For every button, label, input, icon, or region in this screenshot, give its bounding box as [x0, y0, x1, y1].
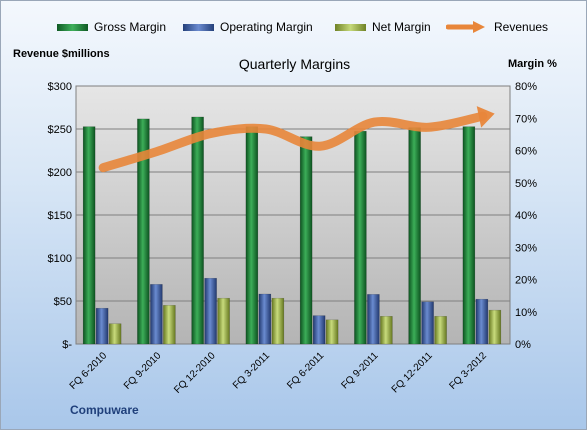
right-tick-label: 80% [515, 81, 537, 93]
revenues-line [98, 111, 488, 173]
operating-margin-bar [204, 277, 217, 345]
net-margin-bar [488, 309, 502, 345]
x-tick-label: FQ 9-2010 [122, 350, 164, 392]
gross-margin-bar [299, 136, 313, 345]
net-margin-bar [434, 316, 447, 345]
left-tick-label: $- [62, 339, 72, 351]
x-tick-label: FQ 6-2010 [68, 350, 110, 392]
x-tick-label: FQ 3-2012 [447, 350, 489, 392]
operating-margin-bar [475, 298, 489, 345]
left-tick-label: $250 [48, 124, 72, 136]
right-tick-label: 70% [515, 113, 537, 125]
right-tick-label: 60% [515, 146, 537, 158]
operating-margin-bar [258, 293, 272, 345]
net-margin-bar [108, 323, 122, 345]
gross-margin-bar [408, 127, 421, 345]
left-tick-label: $300 [48, 81, 72, 93]
left-tick-label: $100 [48, 253, 72, 265]
net-margin-swatch [335, 23, 366, 31]
legend-revenues: Revenues [446, 17, 548, 37]
operating-margin-bar [367, 294, 380, 345]
x-tick-label: FQ 9-2011 [339, 350, 380, 391]
net-margin-bar [271, 297, 285, 345]
operating-margin-bar [95, 307, 109, 345]
gross-margin-bar [137, 118, 150, 345]
right-axis-title: Margin % [508, 58, 557, 70]
left-tick-label: $50 [54, 296, 72, 308]
operating-margin-bar [421, 301, 434, 345]
revenues-arrow-head [476, 106, 495, 128]
x-tick-label: FQ 12-2011 [390, 350, 435, 395]
right-tick-label: 20% [515, 275, 537, 287]
right-tick-label: 30% [515, 242, 537, 254]
gross-margin-bar [354, 130, 367, 345]
net-margin-bar [380, 316, 393, 345]
revenues-arrow-icon [446, 21, 485, 33]
right-tick-label: 50% [515, 178, 537, 190]
x-tick-label: FQ 12-2010 [172, 350, 218, 396]
net-margin-bar [163, 305, 176, 345]
legend-net-margin-label: Net Margin [372, 20, 431, 34]
gross-margin-bar [245, 126, 259, 345]
gross-margin-bar [462, 126, 476, 345]
legend-gross-margin: Gross Margin [57, 17, 166, 37]
x-tick-label: FQ 6-2011 [285, 350, 326, 391]
chart-title: Quarterly Margins [238, 56, 351, 72]
left-tick-label: $200 [48, 167, 72, 179]
legend: Gross Margin Operating Margin Net Margin… [1, 17, 586, 37]
legend-net-margin: Net Margin [335, 17, 431, 37]
gross-margin-bar [191, 116, 204, 345]
right-tick-label: 0% [515, 339, 531, 351]
right-tick-label: 40% [515, 210, 537, 222]
gross-margin-bar [82, 126, 96, 345]
x-tick-label: FQ 3-2011 [231, 350, 272, 391]
left-tick-label: $150 [48, 210, 72, 222]
legend-gross-margin-label: Gross Margin [94, 20, 167, 34]
gross-margin-swatch [57, 23, 88, 31]
net-margin-bar [217, 297, 230, 345]
legend-operating-margin-label: Operating Margin [220, 20, 313, 34]
company-name: Compuware [70, 403, 139, 417]
operating-margin-bar [312, 315, 326, 345]
operating-margin-swatch [183, 23, 214, 31]
net-margin-bar [325, 319, 339, 345]
legend-operating-margin: Operating Margin [183, 17, 313, 37]
legend-revenues-label: Revenues [494, 20, 549, 34]
right-tick-label: 10% [515, 307, 537, 319]
left-axis-title: Revenue $millions [13, 48, 110, 60]
operating-margin-bar [150, 284, 163, 345]
